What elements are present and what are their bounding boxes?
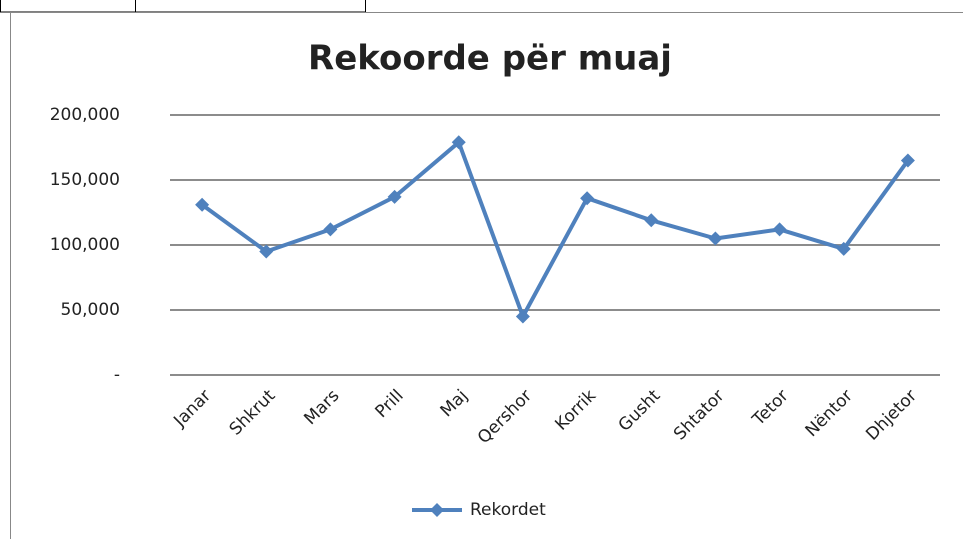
x-tick-label: Korrik xyxy=(551,386,600,435)
data-point xyxy=(323,222,338,237)
data-point xyxy=(259,244,274,259)
x-tick-label: Gusht xyxy=(615,386,665,436)
data-point xyxy=(836,241,851,256)
x-tick-label: Qershor xyxy=(474,386,536,448)
data-point xyxy=(387,189,402,204)
sheet-cells xyxy=(0,0,366,13)
x-tick-label: Prill xyxy=(372,386,408,422)
data-point xyxy=(580,191,595,206)
x-tick-label: Mars xyxy=(300,386,343,429)
y-tick-label: 150,000 xyxy=(50,170,120,190)
data-point xyxy=(708,231,723,246)
data-point xyxy=(644,213,659,228)
x-tick-label: Nëntor xyxy=(802,386,857,441)
data-point xyxy=(772,222,787,237)
y-tick-label: 200,000 xyxy=(50,105,120,125)
x-tick-label: Maj xyxy=(437,386,472,421)
y-tick-label: - xyxy=(114,365,120,385)
legend-marker xyxy=(430,503,444,517)
x-tick-label: Shkrut xyxy=(226,386,280,440)
y-tick-label: 50,000 xyxy=(61,300,120,320)
chart-title: Rekoorde për muaj xyxy=(308,39,672,79)
data-point xyxy=(195,197,210,212)
series-line xyxy=(200,140,910,319)
data-point xyxy=(451,135,466,150)
y-tick-label: 100,000 xyxy=(50,235,120,255)
x-tick-label: Dhjetor xyxy=(862,386,921,445)
legend-label: Rekordet xyxy=(470,500,546,520)
x-tick-label: Shtator xyxy=(670,386,728,444)
data-point xyxy=(900,153,915,168)
x-tick-label: Tetor xyxy=(748,386,793,431)
data-point xyxy=(515,309,530,324)
x-tick-label: Janar xyxy=(169,386,215,432)
